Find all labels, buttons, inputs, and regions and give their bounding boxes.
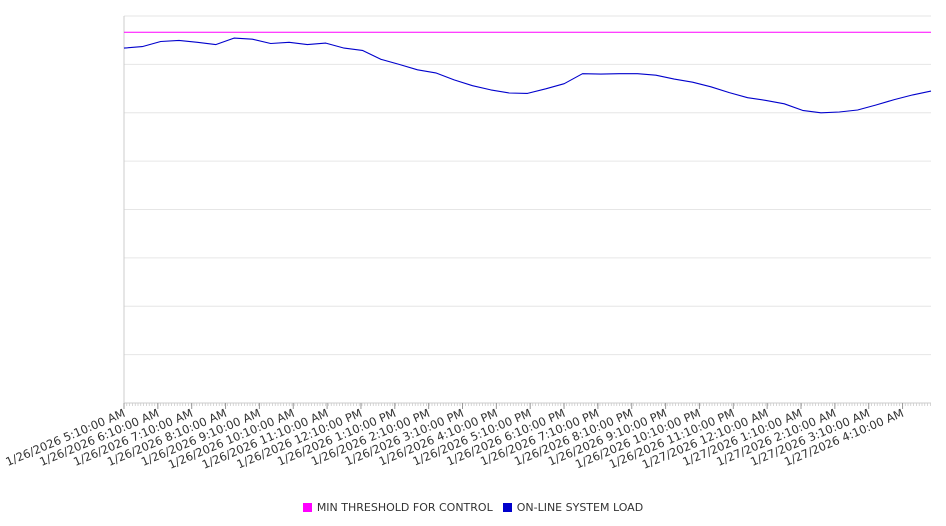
legend-item-load[interactable]: ON-LINE SYSTEM LOAD — [502, 500, 644, 514]
legend: MIN THRESHOLD FOR CONTROL ON-LINE SYSTEM… — [0, 499, 946, 515]
legend-label-threshold: MIN THRESHOLD FOR CONTROL — [316, 500, 493, 514]
legend-swatch-load — [502, 502, 512, 512]
legend-label-load: ON-LINE SYSTEM LOAD — [516, 500, 644, 514]
series-layer — [123, 31, 932, 114]
legend-swatch-threshold — [302, 502, 312, 512]
x-tick-labels: 1/26/2026 5:10:00 AM1/26/2026 6:10:00 AM… — [4, 406, 906, 472]
axes — [123, 16, 931, 409]
series-line-system-load[interactable] — [123, 37, 932, 114]
gridlines — [124, 15, 931, 404]
legend-item-threshold[interactable]: MIN THRESHOLD FOR CONTROL — [302, 500, 493, 514]
